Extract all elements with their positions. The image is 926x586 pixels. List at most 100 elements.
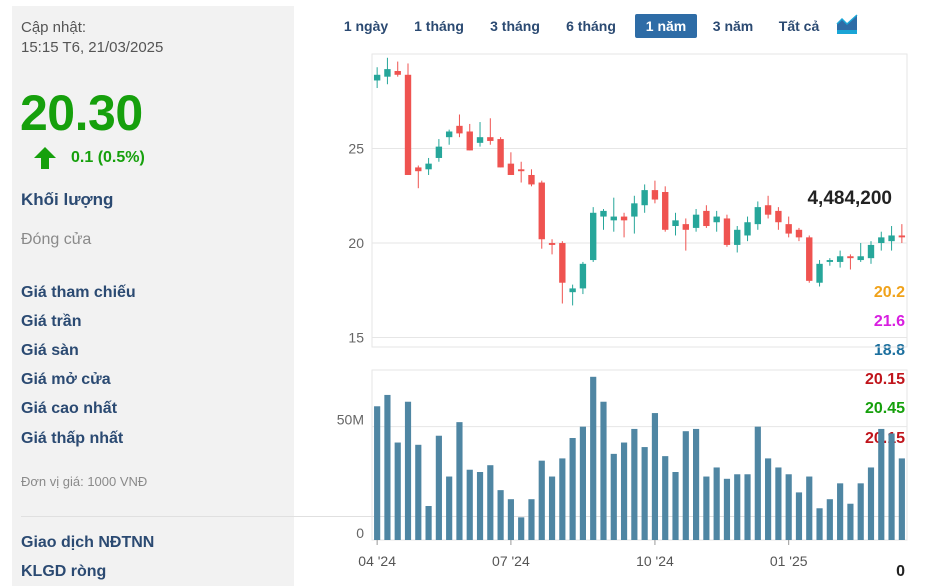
ceiling-price-label: Giá trần (21, 313, 82, 330)
volume-bar (415, 444, 422, 540)
x-tick-label: 07 '24 (492, 553, 530, 569)
tab-6-months[interactable]: 6 tháng (566, 18, 616, 34)
volume-value: 4,484,200 (807, 188, 892, 209)
open-price-value: 20.15 (864, 371, 905, 388)
volume-bar (888, 433, 895, 540)
tab-1-year[interactable]: 1 năm (635, 14, 697, 38)
volume-bar (795, 492, 803, 540)
candle-body (836, 256, 844, 262)
candle-body (394, 71, 401, 75)
candle-body (384, 69, 391, 77)
volume-bar (703, 476, 710, 540)
volume-bar (435, 435, 442, 540)
volume-label: Khối lượng (21, 190, 114, 209)
candle-body (620, 216, 628, 221)
volume-bar (590, 376, 597, 540)
volume-bar (600, 401, 607, 540)
price-tick-label: 20 (348, 235, 364, 251)
candle-body (425, 163, 432, 170)
net-volume-label: KLGD ròng (21, 563, 107, 580)
volume-bar (610, 453, 617, 540)
volume-bar (898, 458, 905, 540)
area-chart-icon[interactable] (836, 13, 858, 35)
updated-time: 15:15 T6, 21/03/2025 (21, 39, 164, 56)
candle-body (590, 212, 597, 261)
current-price: 20.30 (20, 85, 143, 141)
low-price-label: Giá thấp nhất (21, 430, 124, 447)
volume-bar (425, 506, 432, 540)
volume-bar (476, 472, 484, 540)
candle-body (517, 169, 525, 172)
volume-bar (651, 413, 659, 540)
candle-body (373, 74, 381, 81)
candle-body (816, 263, 823, 283)
volume-bar (579, 426, 586, 540)
volume-bar (878, 428, 885, 540)
volume-bar (631, 428, 638, 540)
volume-bar (837, 483, 844, 540)
quote-panel (12, 6, 294, 586)
tab-1-day[interactable]: 1 ngày (343, 18, 389, 34)
volume-bar (404, 401, 412, 540)
volume-bar (456, 422, 463, 540)
ref-price-label: Giá tham chiếu (21, 284, 136, 301)
candle-body (507, 163, 515, 175)
volume-bar (548, 476, 556, 540)
divider (21, 516, 905, 517)
candle-body (538, 182, 545, 240)
volume-bar (446, 476, 453, 540)
volume-bar (497, 490, 504, 540)
open-price-label: Giá mở cửa (21, 371, 111, 388)
volume-bar (662, 456, 669, 540)
x-tick-label: 01 '25 (770, 553, 808, 569)
candle-body (898, 235, 906, 238)
foreign-trading-label: Giao dịch NĐTNN (21, 534, 155, 551)
price-unit-note: Đơn vị giá: 1000 VNĐ (21, 474, 148, 489)
volume-bar (785, 474, 792, 540)
candle-body (559, 243, 566, 283)
volume-bar (528, 499, 535, 540)
volume-bar (867, 467, 875, 540)
price-tick-label: 25 (348, 141, 364, 157)
candle-body (435, 146, 443, 158)
x-tick-label: 04 '24 (358, 553, 396, 569)
candle-body (497, 139, 504, 168)
candle-body (847, 256, 854, 259)
volume-bar (847, 503, 854, 540)
candle-body (445, 131, 453, 138)
volume-bar (559, 458, 566, 540)
updated-label: Cập nhật: (21, 19, 87, 36)
candle-body (826, 260, 834, 262)
volume-tick-label: 0 (356, 525, 364, 541)
tab-3-years[interactable]: 3 năm (712, 18, 754, 34)
price-change: 0.1 (0.5%) (71, 149, 145, 166)
candle-body (641, 190, 648, 206)
tab-1-month[interactable]: 1 tháng (414, 18, 464, 34)
close-label: Đóng cửa (21, 231, 92, 248)
candle-body (682, 224, 689, 230)
candle-body (754, 207, 762, 225)
volume-bar (816, 508, 823, 540)
candle-body (775, 210, 782, 223)
candle-body (764, 205, 772, 215)
candle-body (569, 288, 576, 293)
candle-body (476, 137, 484, 143)
volume-bar (394, 442, 401, 540)
candle-body (415, 167, 422, 172)
tab-3-months[interactable]: 3 tháng (490, 18, 540, 34)
candle-body (456, 125, 463, 134)
x-tick-label: 10 '24 (636, 553, 674, 569)
low-price-value: 20.15 (864, 430, 905, 447)
volume-bar (744, 474, 751, 540)
volume-bar (569, 438, 576, 540)
volume-bar (765, 458, 772, 540)
volume-bar (620, 442, 628, 540)
candle-body (888, 235, 895, 242)
volume-bar (723, 478, 731, 540)
price-tick-label: 15 (348, 330, 364, 346)
net-volume-value: 0 (896, 563, 905, 580)
volume-bar (682, 431, 689, 540)
high-price-label: Giá cao nhất (21, 400, 118, 417)
tab-all[interactable]: Tất cả (778, 18, 820, 34)
volume-bar (466, 469, 473, 540)
